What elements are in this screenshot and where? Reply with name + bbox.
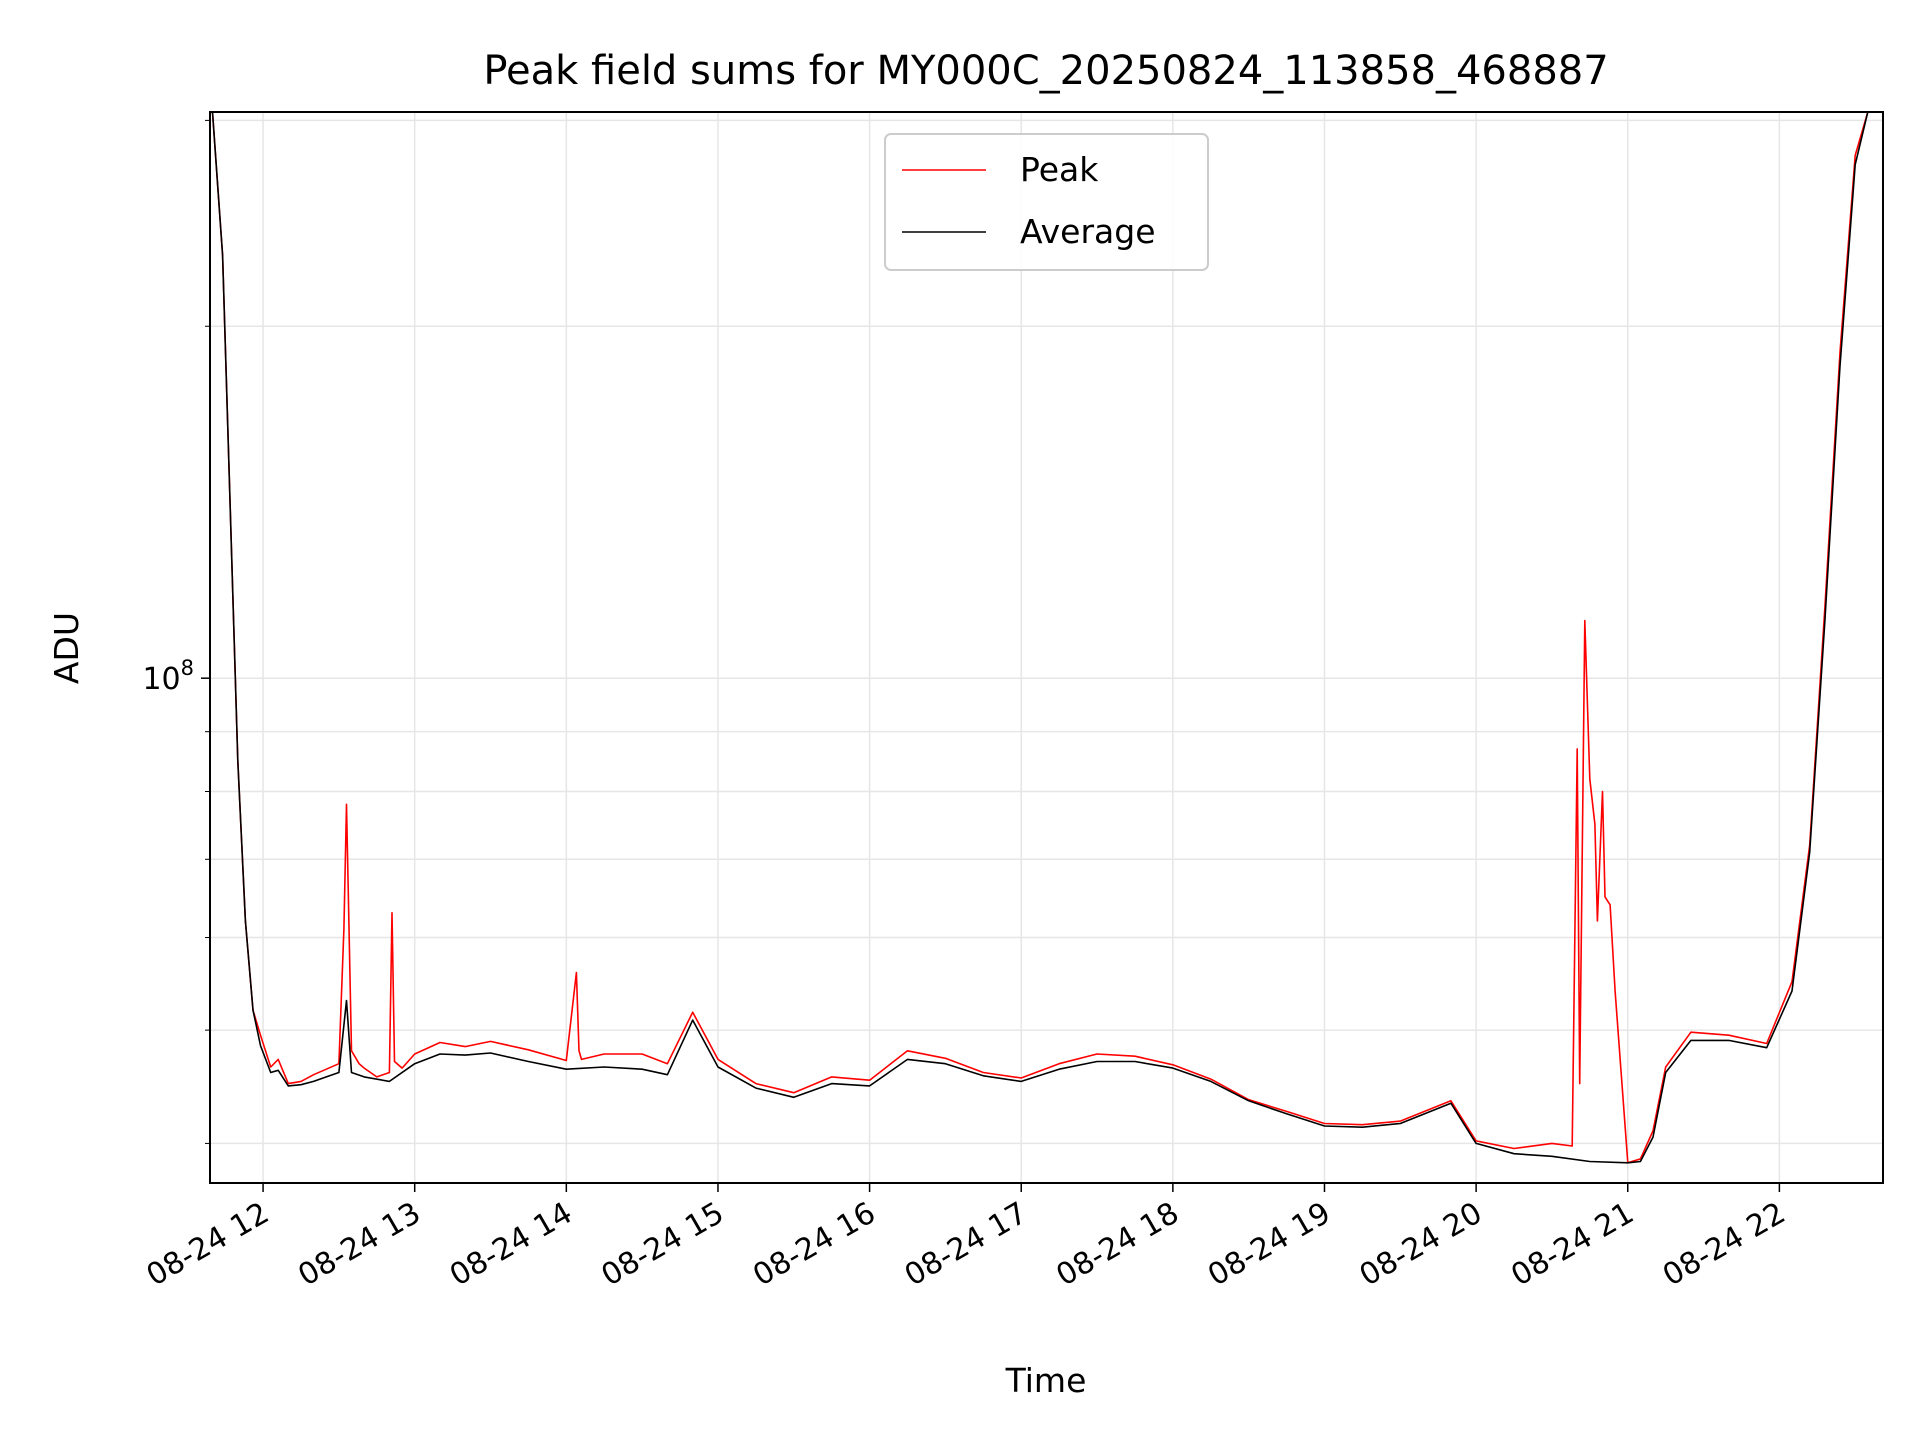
series-lines: [211, 112, 1876, 1164]
legend-peak-label: Peak: [1020, 150, 1099, 189]
y-axis: 108: [142, 119, 210, 1144]
y-axis-label: ADU: [47, 612, 86, 684]
y-tick-label: 108: [142, 656, 194, 697]
x-axis-label: Time: [1005, 1361, 1087, 1400]
plot-frame: [209, 111, 1884, 1184]
series-line-peak: [211, 112, 1876, 1164]
legend-box: [884, 133, 1209, 271]
legend: Peak Average: [884, 133, 1209, 271]
legend-average-label: Average: [1020, 212, 1156, 251]
grid: [210, 112, 1883, 1183]
chart-title: Peak field sums for MY000C_20250824_1138…: [483, 48, 1608, 94]
series-line-average: [211, 112, 1876, 1164]
